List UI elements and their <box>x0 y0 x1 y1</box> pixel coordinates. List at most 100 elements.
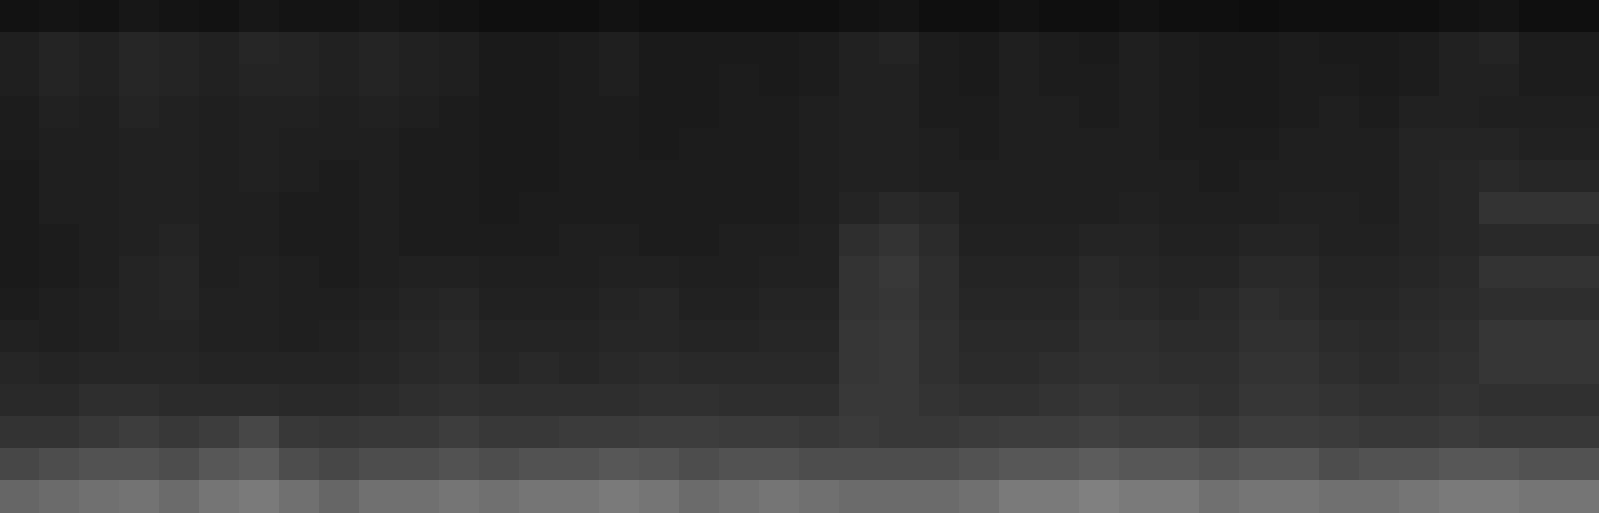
cell <box>1159 0 1199 32</box>
cell <box>1119 160 1159 192</box>
cell <box>439 64 479 96</box>
cell <box>1119 192 1159 224</box>
cell <box>519 128 559 160</box>
cell <box>639 0 679 32</box>
cell <box>799 480 839 513</box>
cell <box>479 192 519 224</box>
cell <box>1039 320 1079 352</box>
cell <box>679 416 719 448</box>
cell <box>199 64 239 96</box>
cell <box>359 160 399 192</box>
cell <box>239 32 279 64</box>
cell <box>479 288 519 320</box>
background <box>0 0 1599 513</box>
cell <box>1399 192 1439 224</box>
cell <box>879 480 919 513</box>
cell <box>1519 0 1559 32</box>
cell <box>0 192 39 224</box>
cell <box>1439 416 1479 448</box>
cell <box>1119 0 1159 32</box>
cell <box>439 448 479 480</box>
cell <box>239 448 279 480</box>
cell <box>479 480 519 513</box>
cell <box>79 0 119 32</box>
cell <box>759 96 799 128</box>
cell <box>199 0 239 32</box>
cell <box>599 0 639 32</box>
cell <box>1559 480 1599 513</box>
cell <box>1359 0 1399 32</box>
cell <box>1439 160 1479 192</box>
cell <box>39 256 79 288</box>
cell <box>79 288 119 320</box>
cell <box>119 64 159 96</box>
cell <box>1439 384 1479 416</box>
cell <box>999 32 1039 64</box>
cell <box>1039 160 1079 192</box>
cell <box>959 288 999 320</box>
cell <box>119 0 159 32</box>
cell <box>1399 256 1439 288</box>
cell <box>1399 224 1439 256</box>
cell <box>839 192 879 224</box>
cell <box>1319 416 1359 448</box>
cell <box>399 0 439 32</box>
cell <box>1319 192 1359 224</box>
cell <box>1279 384 1319 416</box>
cell <box>759 288 799 320</box>
cell <box>119 288 159 320</box>
cell <box>919 0 959 32</box>
cell <box>679 0 719 32</box>
cell <box>39 128 79 160</box>
cell <box>679 128 719 160</box>
cell <box>0 448 39 480</box>
cell <box>1399 64 1439 96</box>
cell <box>159 320 199 352</box>
cell <box>199 352 239 384</box>
cell <box>439 288 479 320</box>
cell <box>1119 320 1159 352</box>
cell <box>799 160 839 192</box>
cell <box>999 416 1039 448</box>
cell <box>1199 416 1239 448</box>
cell <box>919 352 959 384</box>
cell <box>1479 224 1519 256</box>
cell <box>599 320 639 352</box>
cell <box>519 224 559 256</box>
cell <box>599 32 639 64</box>
cell <box>479 128 519 160</box>
cell <box>1479 96 1519 128</box>
cell <box>639 256 679 288</box>
cell <box>1319 160 1359 192</box>
cell <box>919 192 959 224</box>
cell <box>639 320 679 352</box>
cell <box>1039 480 1079 513</box>
cell <box>1479 256 1519 288</box>
cell <box>999 160 1039 192</box>
cell <box>159 32 199 64</box>
cell <box>1119 288 1159 320</box>
cell <box>599 192 639 224</box>
cell <box>0 64 39 96</box>
cell <box>1359 352 1399 384</box>
cell <box>1479 0 1519 32</box>
cell <box>879 96 919 128</box>
cell <box>359 448 399 480</box>
cell <box>1439 480 1479 513</box>
cell <box>399 224 439 256</box>
cell <box>1199 96 1239 128</box>
cell <box>0 96 39 128</box>
cell <box>719 320 759 352</box>
cell <box>639 416 679 448</box>
cell <box>399 320 439 352</box>
cell <box>839 256 879 288</box>
cell <box>1079 160 1119 192</box>
cell <box>799 416 839 448</box>
cell <box>1039 416 1079 448</box>
cell <box>1399 352 1439 384</box>
cell <box>1559 32 1599 64</box>
cell <box>599 416 639 448</box>
cell <box>439 320 479 352</box>
cell <box>519 416 559 448</box>
cell <box>879 448 919 480</box>
